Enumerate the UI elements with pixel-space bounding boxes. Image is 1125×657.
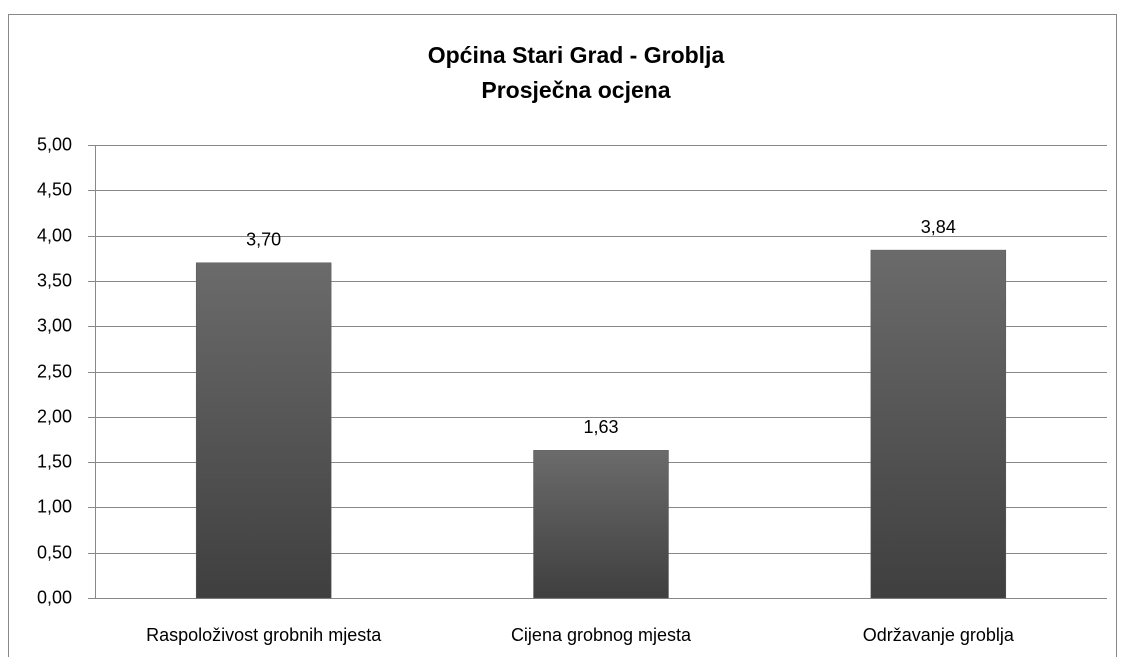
bar — [870, 249, 1007, 599]
bar — [195, 262, 332, 599]
y-tick-label: 4,50 — [37, 179, 72, 199]
y-tick-label: 4,00 — [37, 225, 72, 245]
data-label: 1,63 — [583, 417, 618, 437]
x-tick-label: Cijena grobnog mjesta — [511, 625, 692, 645]
y-tick-label: 3,50 — [37, 270, 72, 290]
data-label: 3,70 — [246, 230, 281, 250]
x-tick-label: Raspoloživost grobnih mjesta — [146, 625, 382, 645]
y-tick-label: 3,00 — [37, 315, 72, 335]
y-tick-label: 2,00 — [37, 406, 72, 426]
y-tick-label: 5,00 — [37, 134, 72, 154]
x-tick-label: Održavanje groblja — [863, 625, 1015, 645]
y-tick-label: 0,50 — [37, 542, 72, 562]
y-tick-label: 1,00 — [37, 496, 72, 516]
y-tick-label: 1,50 — [37, 451, 72, 471]
data-label: 3,84 — [921, 217, 956, 237]
chart-title: Općina Stari Grad - Groblja — [428, 42, 725, 68]
y-tick-label: 0,00 — [37, 587, 72, 607]
y-tick-label: 2,50 — [37, 361, 72, 381]
bar — [533, 450, 669, 599]
chart-subtitle: Prosječna ocjena — [481, 77, 670, 103]
